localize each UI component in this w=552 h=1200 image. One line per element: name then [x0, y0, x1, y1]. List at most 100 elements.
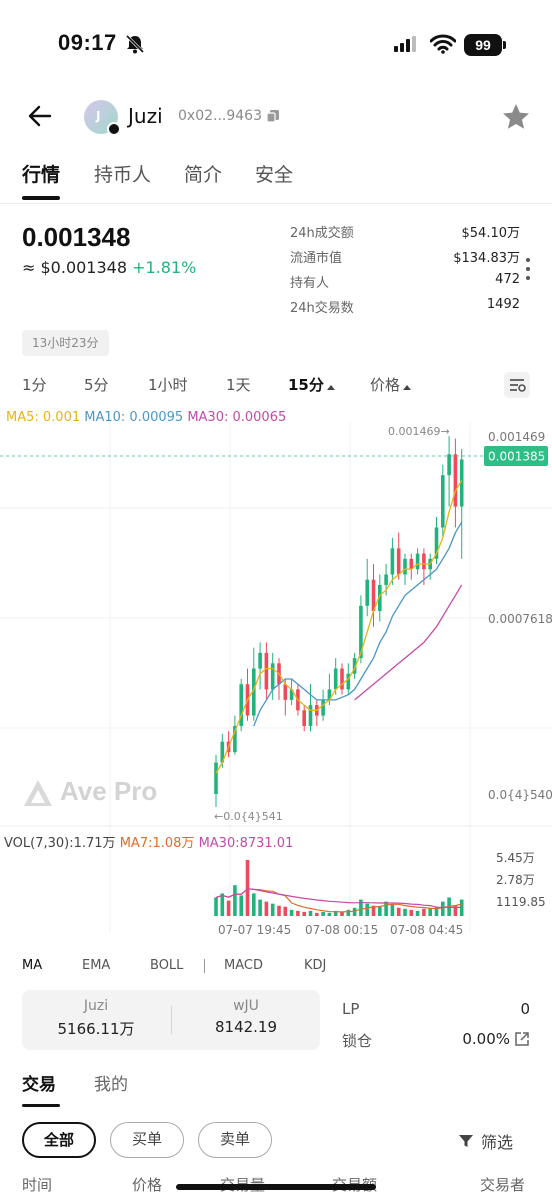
- volume-bar: [258, 899, 262, 916]
- ma5-line: [215, 480, 463, 774]
- interval-5m[interactable]: 5分: [84, 376, 109, 394]
- low-price-marker: ←0.0{4}541: [214, 810, 283, 823]
- candle-body: [415, 553, 420, 570]
- stat-label: 24h成交额: [290, 226, 354, 241]
- filter-funnel-icon[interactable]: [458, 1133, 474, 1149]
- more-vertical-icon[interactable]: [524, 256, 532, 282]
- volume-bar: [415, 910, 420, 916]
- indicator-ema[interactable]: EMA: [82, 958, 111, 973]
- col-trader: 交易者: [480, 1176, 526, 1194]
- volume-bar: [327, 912, 332, 916]
- candle-body: [302, 710, 306, 727]
- stat-value: $134.83万: [453, 251, 520, 266]
- filter-all-button[interactable]: 全部: [22, 1122, 96, 1158]
- candle-body: [459, 459, 464, 507]
- volume-bar: [245, 860, 250, 916]
- volume-bar: [340, 911, 344, 916]
- candle-body: [384, 574, 388, 585]
- volume-bar: [453, 905, 458, 916]
- favorite-star-icon[interactable]: [501, 102, 531, 132]
- volume-bar: [346, 909, 351, 916]
- ma30-label: MA30: 0.00065: [187, 410, 287, 425]
- lp-label: LP: [342, 1000, 360, 1018]
- caret-icon: [403, 385, 412, 390]
- candle-body: [308, 705, 313, 727]
- candlestick-chart[interactable]: 0.001469 0.0007618 0.0{4}540 0.001385 0.0014…: [0, 422, 552, 942]
- lock-label: 锁仓: [342, 1032, 373, 1050]
- battery-tip: [503, 41, 506, 49]
- indicator-kdj[interactable]: KDJ: [304, 958, 327, 973]
- indicator-separator: [204, 959, 205, 973]
- battery-level: 99: [464, 34, 502, 56]
- candle-body: [447, 454, 451, 476]
- avatar-letter: J: [96, 109, 101, 123]
- price-type-dropdown[interactable]: 价格: [370, 374, 412, 395]
- filter-sell-button[interactable]: 卖单: [198, 1122, 272, 1158]
- volume-bar: [428, 907, 432, 916]
- interval-selector: 1分 5分 1小时 1天 15分 价格: [0, 370, 552, 398]
- high-price-marker: 0.001469→: [388, 425, 450, 438]
- candle-body: [327, 689, 332, 700]
- candle-body: [409, 558, 414, 570]
- ma10-label: MA10: 0.00095: [84, 410, 184, 425]
- countdown-badge: 13小时23分: [22, 330, 109, 356]
- indicator-boll[interactable]: BOLL: [150, 958, 184, 973]
- interval-15m[interactable]: 15分: [288, 374, 335, 395]
- volume-bar: [252, 893, 256, 916]
- token-name: Juzi: [128, 104, 163, 128]
- candle-body: [396, 548, 401, 575]
- home-indicator: [176, 1184, 376, 1190]
- volume-bar: [371, 905, 376, 916]
- interval-1h[interactable]: 1小时: [148, 376, 188, 394]
- tab-trades[interactable]: 交易: [22, 1075, 56, 1095]
- external-link-icon[interactable]: [514, 1031, 530, 1047]
- interval-1d[interactable]: 1天: [226, 376, 251, 394]
- chart-settings-icon[interactable]: [504, 372, 530, 398]
- volume-bar: [220, 893, 225, 916]
- volume-bar: [233, 885, 237, 916]
- price-usd: ≈ $0.001348 +1.81%: [22, 258, 196, 277]
- token-b-name: wJU: [233, 998, 259, 1014]
- candle-body: [441, 475, 445, 528]
- ma10-line: [253, 521, 463, 727]
- token-a-amount: 5166.11万: [57, 1020, 135, 1038]
- lp-value: 0: [520, 1000, 530, 1018]
- volume-bar: [214, 897, 218, 916]
- stat-label: 持有人: [290, 276, 330, 291]
- candle-body: [289, 689, 294, 700]
- status-bar: 09:17 99: [0, 0, 552, 90]
- tab-security[interactable]: 安全: [255, 164, 294, 186]
- back-arrow-icon[interactable]: [26, 102, 54, 130]
- tab-intro[interactable]: 简介: [184, 164, 223, 186]
- volume-bar: [352, 907, 357, 916]
- copy-icon[interactable]: [266, 109, 280, 123]
- interval-1m[interactable]: 1分: [22, 376, 47, 394]
- candle-body: [321, 699, 325, 716]
- liquidity-token-b: wJU 8142.19: [172, 998, 320, 1036]
- volume-legend: VOL(7,30):1.71万 MA7:1.08万 MA30:8731.01: [4, 832, 293, 851]
- volume-ma30-line: [215, 888, 462, 909]
- stats-panel: 24h成交额 $54.10万 流通市值 $134.83万 持有人 472 24h…: [290, 222, 520, 322]
- caret-icon: [326, 385, 335, 390]
- candle-body: [214, 762, 218, 794]
- filter-button[interactable]: 筛选: [481, 1133, 514, 1152]
- trade-tabs: 交易 我的: [0, 1066, 552, 1110]
- volume-bar: [422, 908, 426, 916]
- tab-holders[interactable]: 持币人: [94, 164, 152, 186]
- volume-bar: [396, 907, 401, 916]
- bell-muted-icon: [125, 34, 145, 54]
- candle-body: [283, 684, 288, 700]
- ave-logo-icon: [24, 780, 52, 806]
- indicator-ma[interactable]: MA: [22, 958, 43, 973]
- volume-bar: [277, 905, 281, 916]
- volume-bar: [333, 910, 338, 916]
- current-price-tag: [484, 446, 548, 466]
- indicator-macd[interactable]: MACD: [224, 958, 263, 973]
- volume-axis-label: 1119.85: [496, 895, 546, 909]
- status-time: 09:17: [58, 30, 117, 55]
- volume-bar: [378, 906, 382, 916]
- tab-market[interactable]: 行情: [22, 164, 61, 186]
- filter-buy-button[interactable]: 买单: [110, 1122, 184, 1158]
- tab-mine[interactable]: 我的: [94, 1075, 128, 1095]
- volume-bar: [359, 899, 363, 916]
